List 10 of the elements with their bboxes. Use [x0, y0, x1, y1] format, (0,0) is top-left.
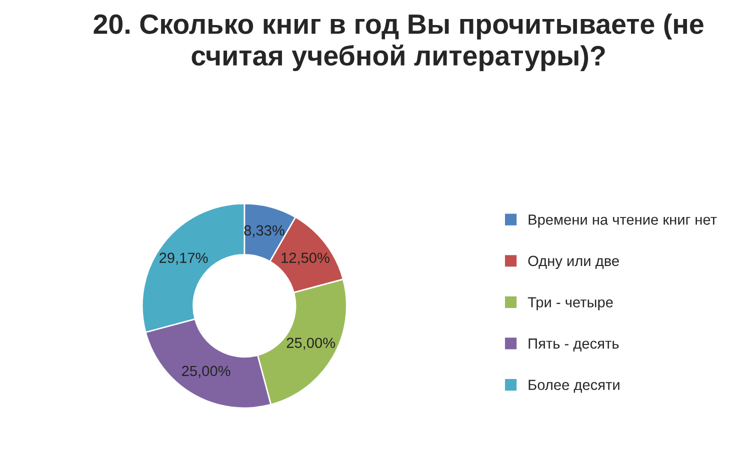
legend-label: Пять - десять [528, 338, 619, 352]
data-label: 29,17% [160, 252, 208, 265]
legend-label: Более десяти [528, 380, 620, 393]
data-label: 25,00% [182, 366, 230, 378]
legend-label: Времени на чтение книг нет [528, 214, 717, 228]
data-label: 25,00% [286, 338, 336, 350]
chart-title: 20. Сколько книг в год Вы прочитываете (не считая учебной литературы)? [94, 14, 704, 72]
legend-label: Три - четыре [528, 297, 613, 310]
legend-label: Одну или две [528, 256, 619, 270]
data-label: 12,50% [282, 252, 330, 265]
